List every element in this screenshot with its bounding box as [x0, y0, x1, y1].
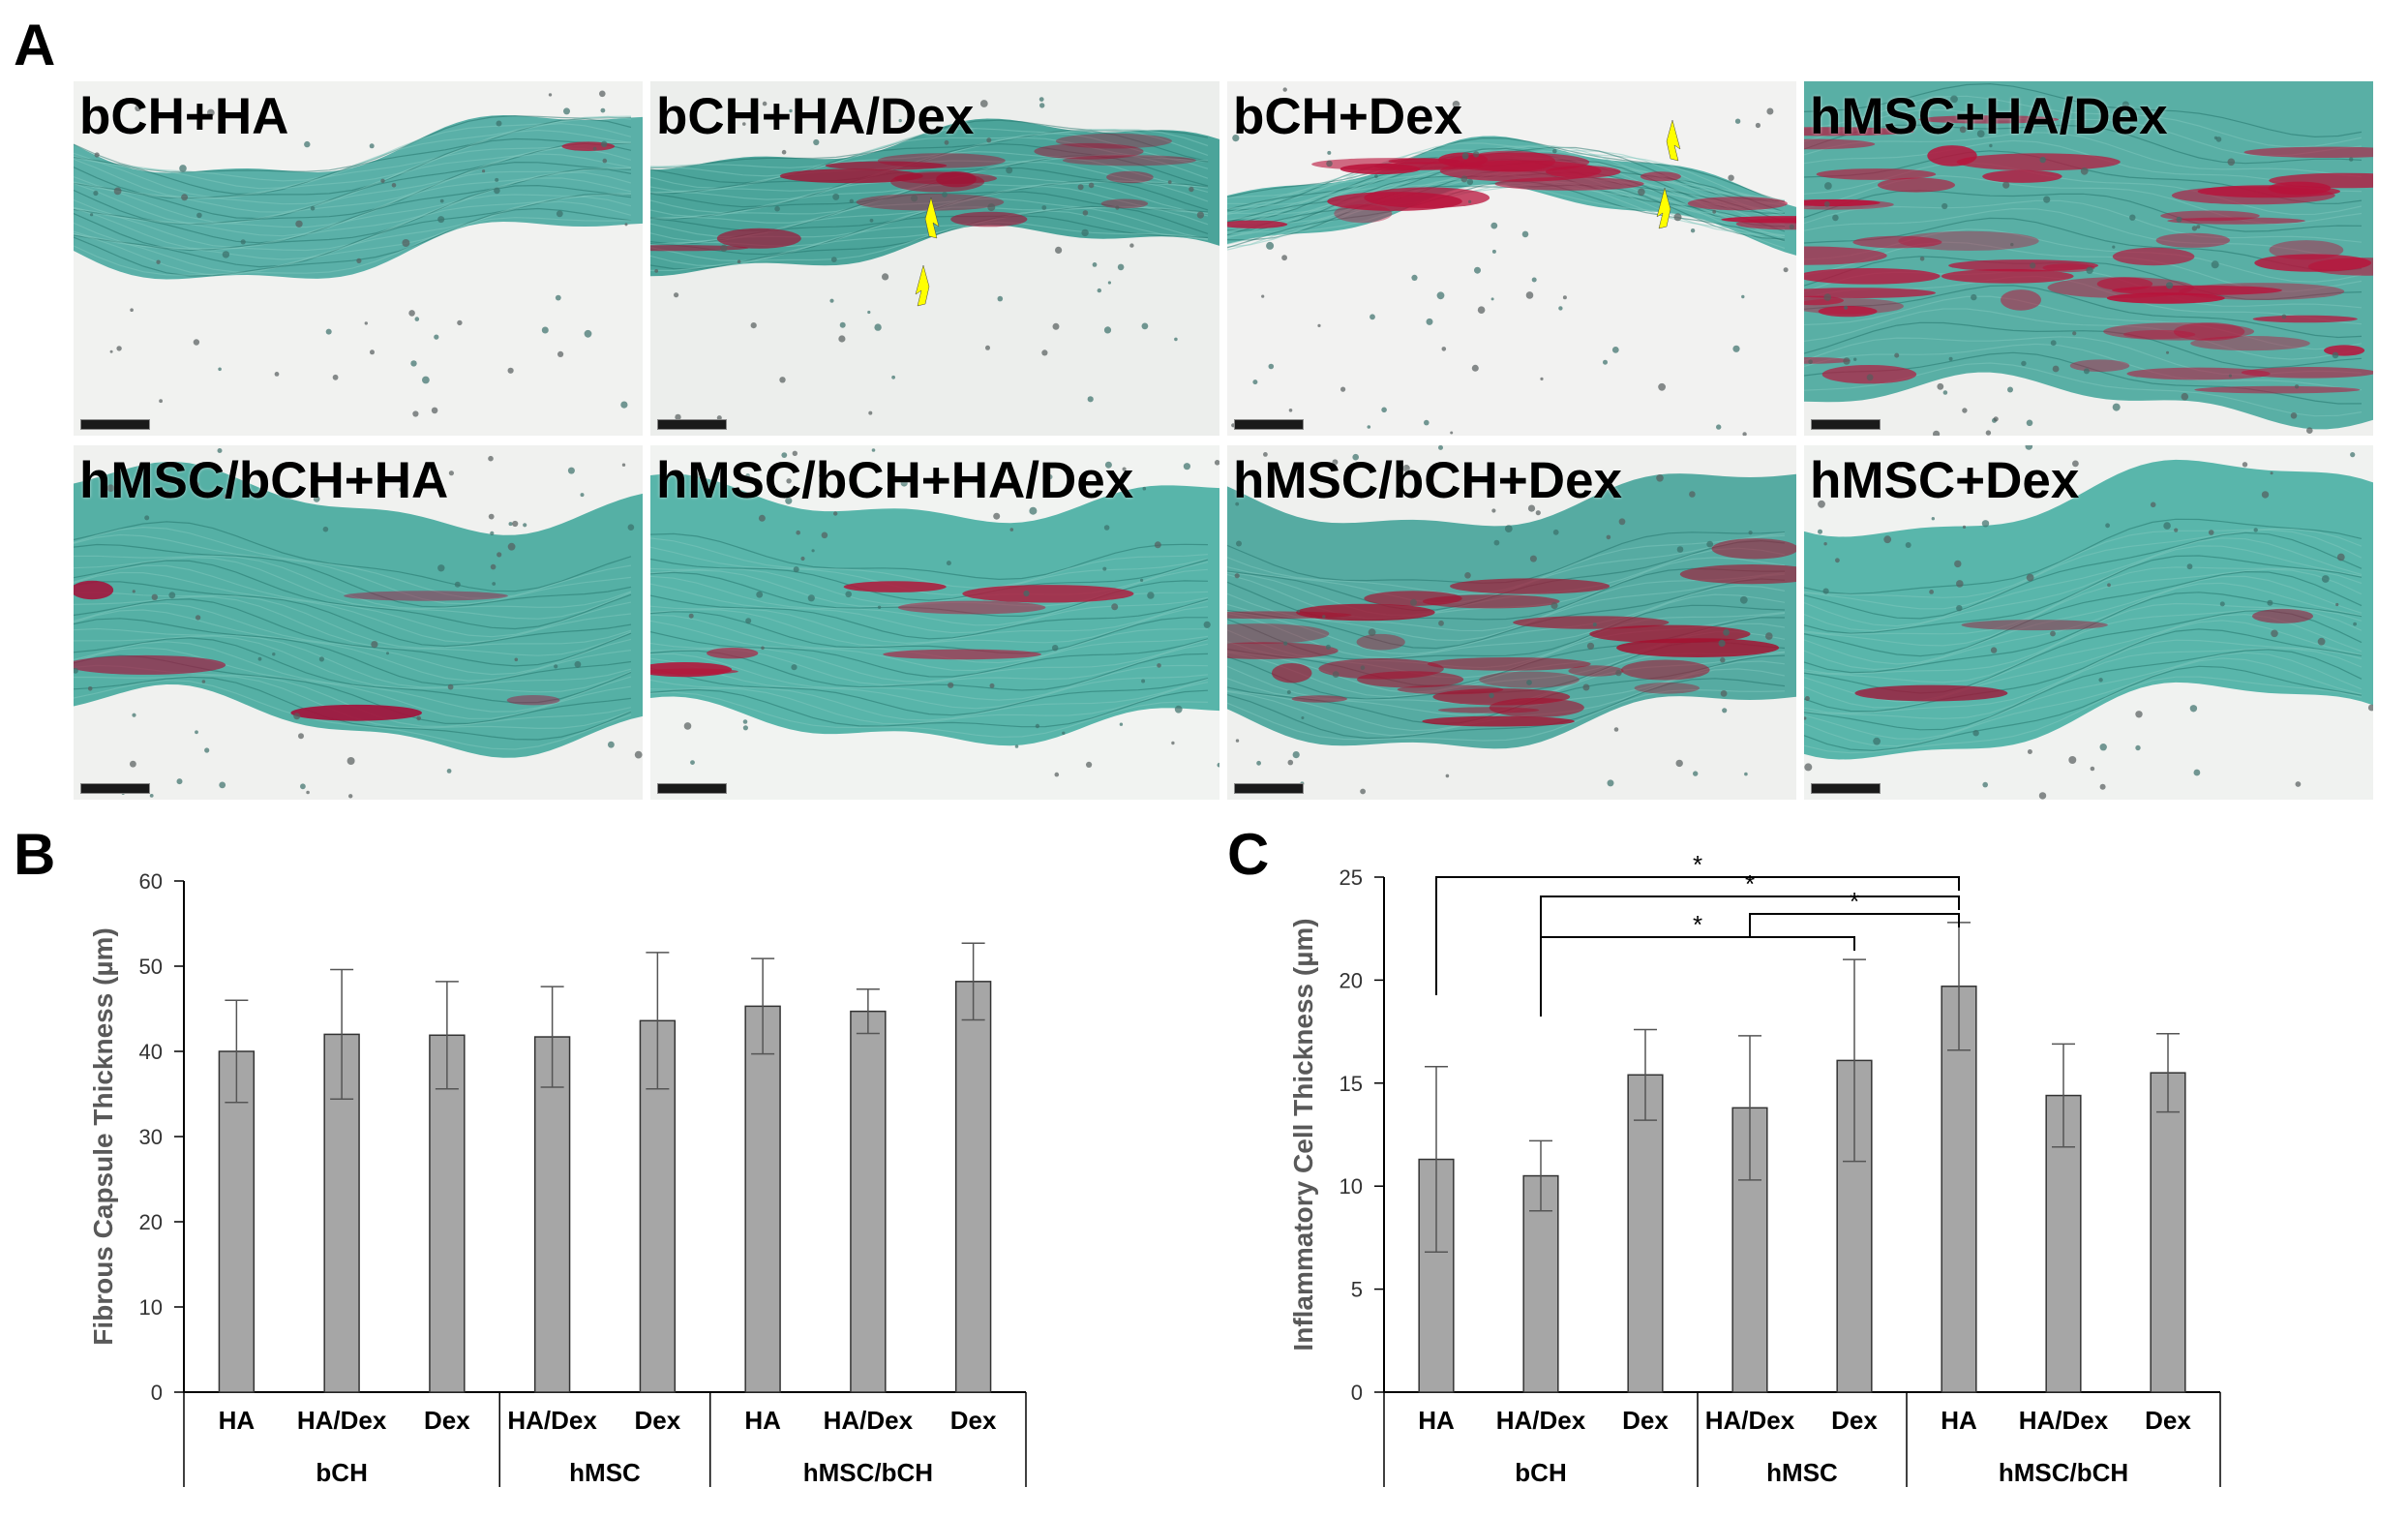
histology-image	[1804, 445, 2373, 800]
scale-bar	[657, 419, 727, 430]
panel-a-label: A	[14, 13, 56, 77]
scale-bar	[657, 783, 727, 794]
significance-star: *	[1693, 910, 1702, 939]
significance-bracket	[1435, 876, 1960, 995]
panel-c-label: C	[1227, 822, 1270, 887]
y-axis-label: Inflammatory Cell Thickness (µm)	[1288, 918, 1318, 1351]
y-tick-label: 20	[139, 1210, 163, 1234]
x-tick-label: Dex	[424, 1406, 470, 1435]
y-axis-label: Fibrous Capsule Thickness (µm)	[88, 927, 118, 1346]
x-tick-label: HA	[1941, 1406, 1977, 1435]
bar	[218, 1050, 256, 1393]
scale-bar	[1234, 783, 1304, 794]
x-tick-label: Dex	[1622, 1406, 1669, 1435]
y-tick-label: 10	[139, 1295, 163, 1320]
histology-tile: hMSC+Dex	[1804, 445, 2373, 800]
tile-label: hMSC/bCH+Dex	[1233, 452, 1622, 509]
x-tick-label: Dex	[950, 1406, 997, 1435]
y-tick-label: 60	[139, 869, 163, 894]
y-tick-label: 0	[151, 1381, 163, 1405]
x-tick-label: HA/Dex	[507, 1406, 597, 1435]
histology-image	[1804, 81, 2373, 436]
significance-bracket	[1540, 936, 1855, 1017]
scale-bar	[80, 419, 150, 430]
group-label: hMSC/bCH	[803, 1458, 933, 1487]
histology-image	[650, 445, 1219, 800]
bar	[1522, 1174, 1559, 1393]
bar	[850, 1010, 887, 1393]
bar	[744, 1005, 781, 1393]
scale-bar	[1234, 419, 1304, 430]
histology-tile: bCH+HA	[74, 81, 643, 436]
group-label: hMSC	[569, 1458, 641, 1487]
histology-tile: hMSC+HA/Dex	[1804, 81, 2373, 436]
histology-image	[74, 81, 643, 436]
scale-bar	[1811, 419, 1881, 430]
tile-label: bCH+Dex	[1233, 88, 1463, 145]
tile-label: hMSC/bCH+HA	[79, 452, 449, 509]
y-tick-label: 50	[139, 955, 163, 979]
x-tick-label: Dex	[2145, 1406, 2191, 1435]
inflammatory-cell-chart: 0 5 10 15 20 25 Inflammatory Cell Thickness (µ…	[1278, 850, 2255, 1510]
histology-image	[650, 81, 1219, 436]
histology-tile: bCH+Dex	[1227, 81, 1796, 436]
bar	[954, 981, 992, 1393]
group-label: hMSC	[1766, 1458, 1838, 1487]
y-tick-label: 20	[1339, 968, 1363, 992]
x-tick-label: HA	[744, 1406, 781, 1435]
tile-label: hMSC/bCH+HA/Dex	[656, 452, 1134, 509]
x-tick-label: HA	[219, 1406, 256, 1435]
bar	[429, 1034, 466, 1393]
tile-label: bCH+HA	[79, 88, 289, 145]
x-tick-label: HA/Dex	[2019, 1406, 2109, 1435]
bar-chart-svg: 0 10 20 30 40 50 60 Fibrous Capsule Thickness (…	[88, 869, 1027, 1487]
y-tick-label: 40	[139, 1040, 163, 1064]
bar	[2150, 1072, 2186, 1393]
group-label: hMSC/bCH	[1999, 1458, 2128, 1487]
histology-tile: hMSC/bCH+Dex	[1227, 445, 1796, 800]
x-tick-label: Dex	[635, 1406, 681, 1435]
bar-chart-svg: 0 5 10 15 20 25 Inflammatory Cell Thickness (µ…	[1288, 850, 2221, 1487]
fibrous-capsule-chart: 0 10 20 30 40 50 60 Fibrous Capsule Thickness (…	[58, 852, 1065, 1510]
significance-star: *	[1850, 887, 1859, 916]
histology-tile: bCH+HA/Dex	[650, 81, 1219, 436]
group-label: bCH	[316, 1458, 367, 1487]
x-tick-label: HA/Dex	[1705, 1406, 1795, 1435]
group-label: bCH	[1515, 1458, 1566, 1487]
histology-image	[74, 445, 643, 800]
histology-tile: hMSC/bCH+HA/Dex	[650, 445, 1219, 800]
tile-label: hMSC+Dex	[1810, 452, 2080, 509]
x-tick-label: HA/Dex	[1496, 1406, 1586, 1435]
y-tick-label: 15	[1339, 1072, 1363, 1096]
tile-label: bCH+HA/Dex	[656, 88, 975, 145]
histology-image	[1227, 81, 1796, 436]
significance-star: *	[1745, 869, 1755, 898]
scale-bar	[80, 783, 150, 794]
histology-tile: hMSC/bCH+HA	[74, 445, 643, 800]
y-tick-label: 5	[1351, 1278, 1363, 1302]
y-tick-label: 10	[1339, 1174, 1363, 1199]
x-tick-label: HA/Dex	[824, 1406, 914, 1435]
bar	[533, 1036, 571, 1393]
histology-image	[1227, 445, 1796, 800]
tile-label: hMSC+HA/Dex	[1810, 88, 2168, 145]
y-tick-label: 25	[1339, 865, 1363, 890]
scale-bar	[1811, 783, 1881, 794]
bar	[1941, 986, 1977, 1393]
y-tick-label: 0	[1351, 1381, 1363, 1405]
y-tick-label: 30	[139, 1125, 163, 1149]
x-tick-label: Dex	[1831, 1406, 1878, 1435]
significance-star: *	[1693, 852, 1702, 879]
significance-bracket	[1749, 913, 1960, 937]
x-tick-label: HA/Dex	[297, 1406, 387, 1435]
bar	[1627, 1074, 1664, 1393]
panel-b-label: B	[14, 822, 56, 887]
x-tick-label: HA	[1418, 1406, 1455, 1435]
